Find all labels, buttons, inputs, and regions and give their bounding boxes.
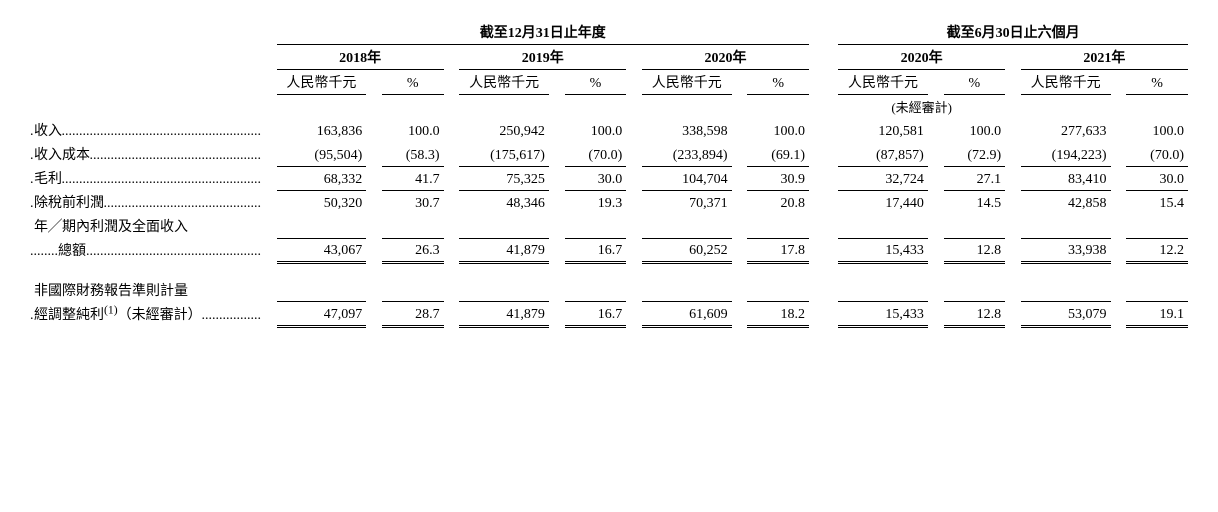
cell: (175,617) [459, 142, 549, 166]
pct-2018: % [382, 70, 444, 95]
cell: 12.8 [944, 302, 1006, 327]
cell: (70.0) [1126, 142, 1188, 166]
cell: 12.8 [944, 238, 1006, 262]
cell: 60,252 [642, 238, 732, 262]
row-nonifrs-line1: 非國際財務報告準則計量 [30, 278, 1188, 302]
cell: 61,609 [642, 302, 732, 327]
cell: (70.0) [565, 142, 627, 166]
header-halfyear: 截至6月30日止六個月 [838, 20, 1188, 45]
unit-hy2021: 人民幣千元 [1021, 70, 1111, 95]
cell: 104,704 [642, 166, 732, 190]
cell: 28.7 [382, 302, 444, 327]
cell: 30.0 [1126, 166, 1188, 190]
cell: (58.3) [382, 142, 444, 166]
cell: (233,894) [642, 142, 732, 166]
cell: 20.8 [747, 190, 809, 214]
header-annual: 截至12月31日止年度 [277, 20, 809, 45]
row-revenue: 收入 163,836 100.0 250,942 100.0 338,598 1… [30, 118, 1188, 142]
cell: 19.3 [565, 190, 627, 214]
cell: 30.9 [747, 166, 809, 190]
cell: 277,633 [1021, 118, 1111, 142]
cell: 68,332 [277, 166, 367, 190]
cell: 30.0 [565, 166, 627, 190]
cell: (72.9) [944, 142, 1006, 166]
pct-2020: % [747, 70, 809, 95]
cell: 100.0 [944, 118, 1006, 142]
pct-2019: % [565, 70, 627, 95]
unit-hy2020: 人民幣千元 [838, 70, 928, 95]
cell: 100.0 [565, 118, 627, 142]
cell: 30.7 [382, 190, 444, 214]
cell: 163,836 [277, 118, 367, 142]
cell: 47,097 [277, 302, 367, 327]
cell: 42,858 [1021, 190, 1111, 214]
row-nonifrs-line2: 經調整純利(1)（未經審計） 47,097 28.7 41,879 16.7 6… [30, 302, 1188, 327]
cell: 100.0 [382, 118, 444, 142]
label-nonifrs-l1: 非國際財務報告準則計量 [34, 284, 188, 299]
cell: 16.7 [565, 238, 627, 262]
cell: 41.7 [382, 166, 444, 190]
cell: 48,346 [459, 190, 549, 214]
cell: 338,598 [642, 118, 732, 142]
cell: 50,320 [277, 190, 367, 214]
cell: 250,942 [459, 118, 549, 142]
hdr-hy2021: 2021年 [1021, 45, 1188, 70]
cell: 41,879 [459, 238, 549, 262]
label-gross: 毛利 [34, 172, 62, 187]
financial-summary-table: 截至12月31日止年度 截至6月30日止六個月 2018年 2019年 2020… [30, 20, 1188, 328]
hdr-2019: 2019年 [459, 45, 626, 70]
cell: 70,371 [642, 190, 732, 214]
cell: 17.8 [747, 238, 809, 262]
row-nettotal-line2: 總額 43,067 26.3 41,879 16.7 60,252 17.8 1… [30, 238, 1188, 262]
unit-2020: 人民幣千元 [642, 70, 732, 95]
row-gross: 毛利 68,332 41.7 75,325 30.0 104,704 30.9 … [30, 166, 1188, 190]
label-cost: 收入成本 [34, 148, 90, 163]
row-cost: 收入成本 (95,504) (58.3) (175,617) (70.0) (2… [30, 142, 1188, 166]
cell: 16.7 [565, 302, 627, 327]
cell: 14.5 [944, 190, 1006, 214]
label-revenue: 收入 [34, 124, 62, 139]
cell: 43,067 [277, 238, 367, 262]
cell: 120,581 [838, 118, 928, 142]
cell: 100.0 [747, 118, 809, 142]
cell: (87,857) [838, 142, 928, 166]
label-nettotal-l1: 年╱期內利潤及全面收入 [34, 220, 188, 235]
cell: 53,079 [1021, 302, 1111, 327]
label-nettotal-l2: 總額 [58, 244, 86, 259]
cell: 83,410 [1021, 166, 1111, 190]
unit-2019: 人民幣千元 [459, 70, 549, 95]
hdr-2020: 2020年 [642, 45, 809, 70]
cell: 75,325 [459, 166, 549, 190]
cell: (95,504) [277, 142, 367, 166]
cell: 100.0 [1126, 118, 1188, 142]
cell: 19.1 [1126, 302, 1188, 327]
cell: 15,433 [838, 238, 928, 262]
hdr-hy2020: 2020年 [838, 45, 1005, 70]
pct-hy2021: % [1126, 70, 1188, 95]
unit-2018: 人民幣千元 [277, 70, 367, 95]
cell: 18.2 [747, 302, 809, 327]
unaudited-note: (未經審計) [838, 95, 1005, 119]
cell: (69.1) [747, 142, 809, 166]
label-nonifrs-l2: 經調整純利(1)（未經審計） [34, 308, 202, 323]
pct-hy2020: % [944, 70, 1006, 95]
cell: 15,433 [838, 302, 928, 327]
cell: 27.1 [944, 166, 1006, 190]
row-nettotal-line1: 年╱期內利潤及全面收入 [30, 214, 1188, 238]
cell: 15.4 [1126, 190, 1188, 214]
row-pbt: 除稅前利潤 50,320 30.7 48,346 19.3 70,371 20.… [30, 190, 1188, 214]
cell: 41,879 [459, 302, 549, 327]
cell: 32,724 [838, 166, 928, 190]
hdr-2018: 2018年 [277, 45, 444, 70]
cell: (194,223) [1021, 142, 1111, 166]
cell: 26.3 [382, 238, 444, 262]
cell: 33,938 [1021, 238, 1111, 262]
cell: 17,440 [838, 190, 928, 214]
cell: 12.2 [1126, 238, 1188, 262]
label-pbt: 除稅前利潤 [34, 196, 104, 211]
